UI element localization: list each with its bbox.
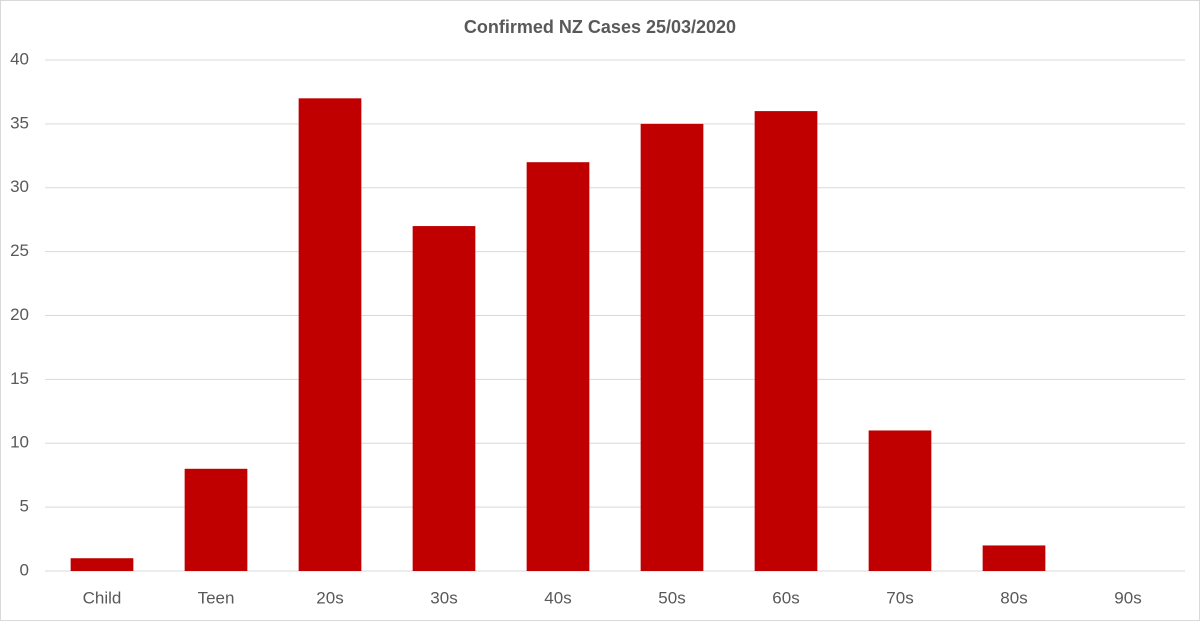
x-tick-label: Teen bbox=[198, 588, 235, 607]
x-tick-label: 50s bbox=[658, 588, 685, 607]
y-tick-label: 30 bbox=[10, 177, 29, 196]
bar bbox=[526, 162, 590, 571]
x-tick-label: 40s bbox=[544, 588, 571, 607]
chart-title: Confirmed NZ Cases 25/03/2020 bbox=[464, 17, 736, 37]
x-tick-label: 20s bbox=[316, 588, 343, 607]
y-tick-label: 10 bbox=[10, 433, 29, 452]
bar bbox=[640, 123, 704, 571]
bar bbox=[412, 226, 476, 571]
y-tick-label: 5 bbox=[20, 497, 29, 516]
x-tick-label: 80s bbox=[1000, 588, 1027, 607]
x-tick-label: 30s bbox=[430, 588, 457, 607]
bar bbox=[70, 558, 134, 571]
y-tick-label: 25 bbox=[10, 241, 29, 260]
bar bbox=[298, 98, 362, 571]
y-tick-label: 20 bbox=[10, 305, 29, 324]
bar bbox=[184, 468, 248, 571]
x-tick-label: 60s bbox=[772, 588, 799, 607]
y-tick-label: 35 bbox=[10, 113, 29, 132]
x-tick-label: 70s bbox=[886, 588, 913, 607]
bar bbox=[868, 430, 932, 571]
x-tick-label: 90s bbox=[1114, 588, 1141, 607]
y-tick-label: 40 bbox=[10, 49, 29, 68]
bar bbox=[754, 111, 818, 571]
y-tick-label: 0 bbox=[20, 560, 29, 579]
x-tick-label: Child bbox=[83, 588, 122, 607]
y-tick-label: 15 bbox=[10, 369, 29, 388]
bar bbox=[982, 545, 1046, 571]
